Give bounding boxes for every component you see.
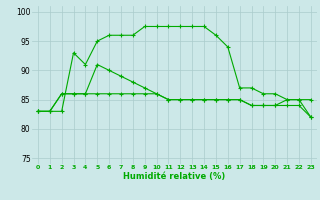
X-axis label: Humidité relative (%): Humidité relative (%) (123, 172, 226, 181)
